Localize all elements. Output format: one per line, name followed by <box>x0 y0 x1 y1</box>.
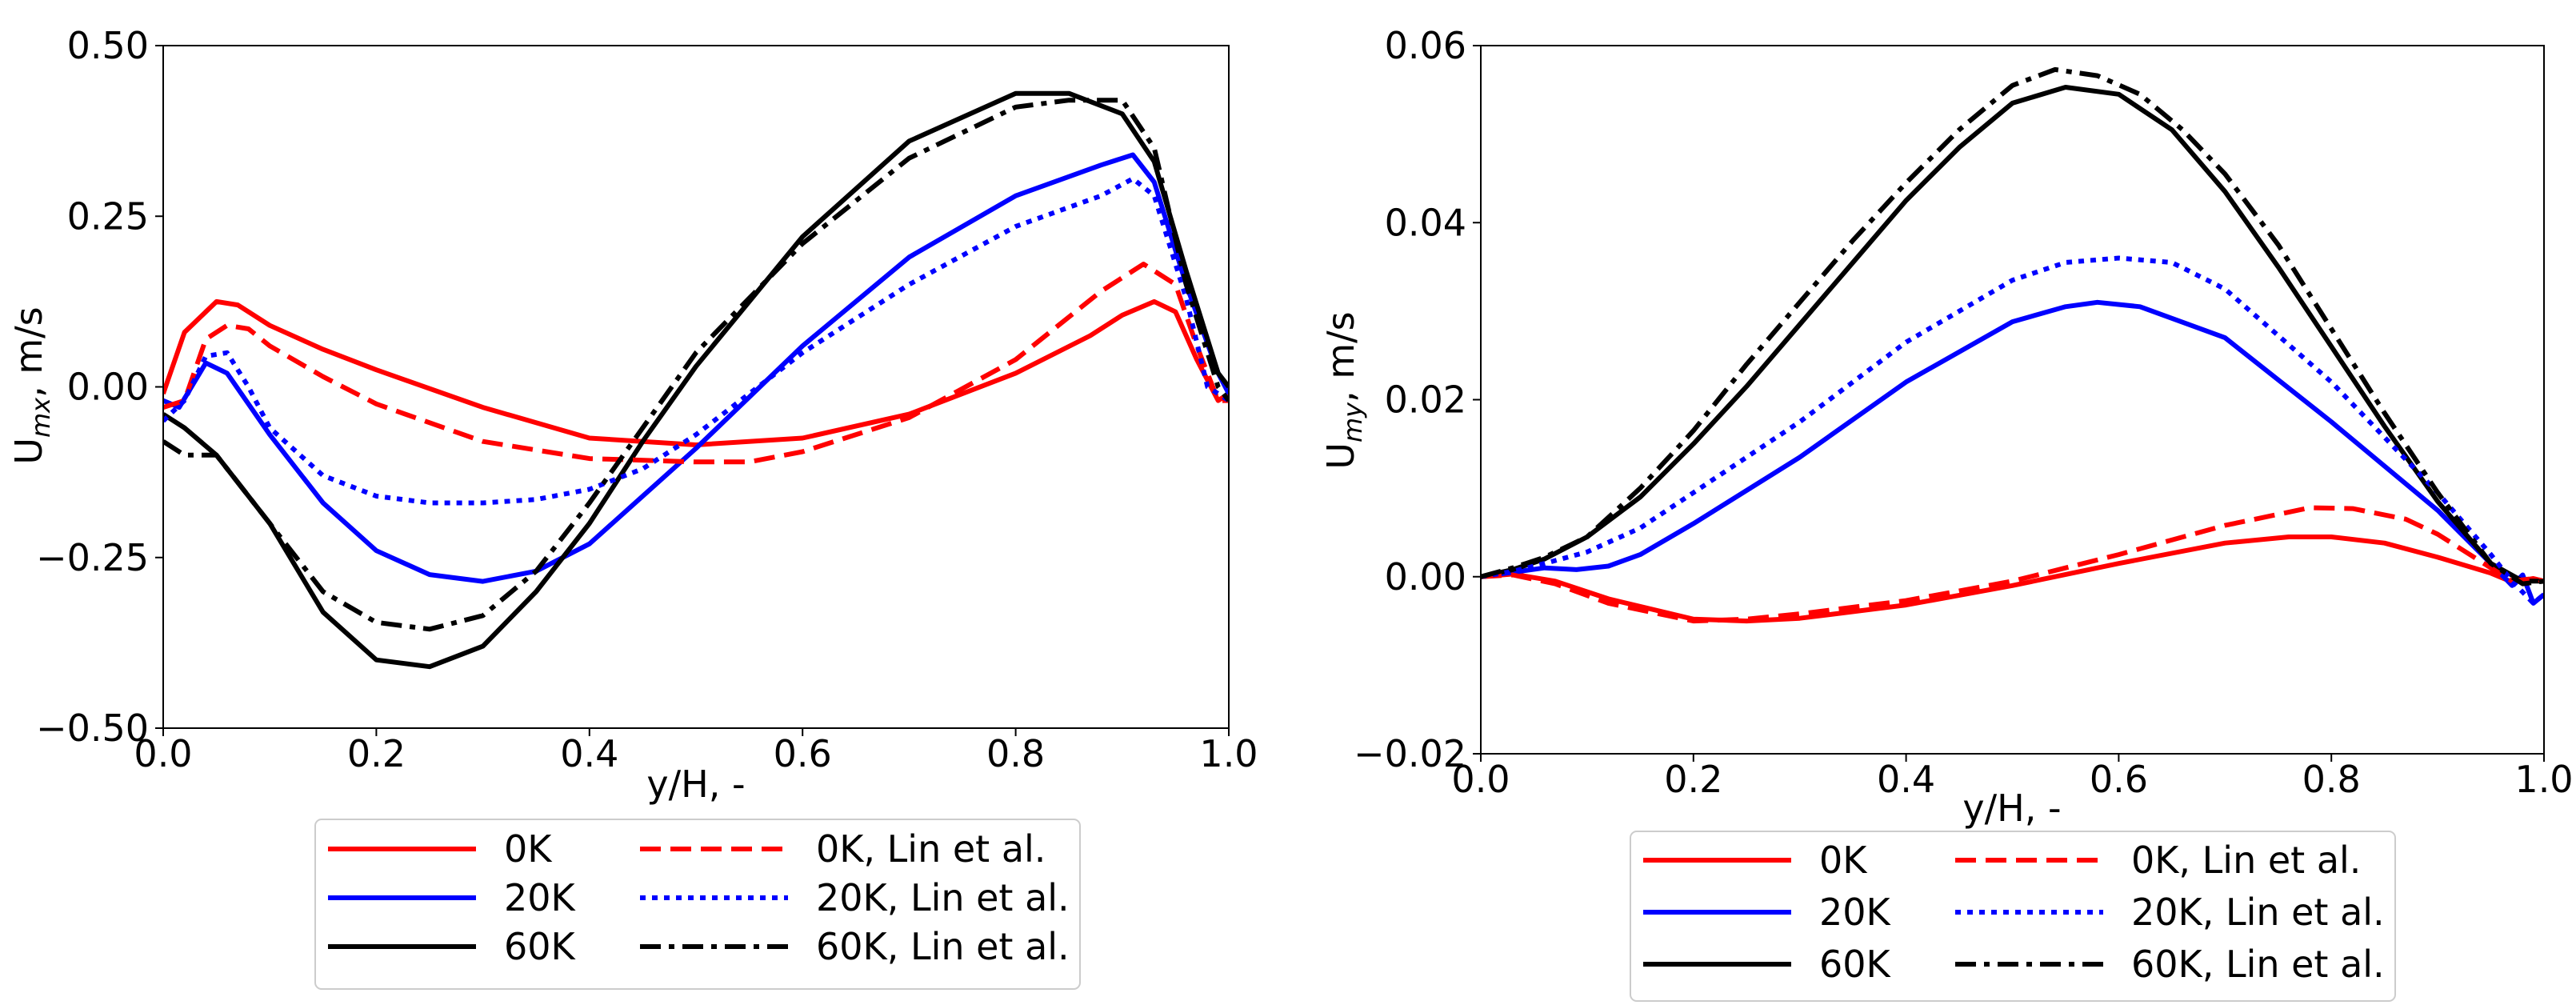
legend-label-0: 0K <box>1819 839 1868 882</box>
legend-label-4: 20K, Lin et al. <box>2131 891 2385 934</box>
x-tick-label: 0.2 <box>347 732 406 775</box>
series-group <box>1481 66 2544 624</box>
y-axis-label: Umx, m/s <box>7 306 56 464</box>
legend-label-1: 20K <box>504 876 577 919</box>
y-axis-label-tail: , m/s <box>1319 311 1362 402</box>
legend-box <box>1630 831 2396 1002</box>
x-tick-label: 0.0 <box>134 732 192 775</box>
y-axis-label-sub: my <box>1338 402 1368 442</box>
series-line-3 <box>163 262 1229 465</box>
x-tick-label: 1.0 <box>2514 758 2573 801</box>
x-tick-label: 0.4 <box>560 732 618 775</box>
x-tick-label: 0.6 <box>2090 758 2148 801</box>
x-tick-label: 0.4 <box>1877 758 1935 801</box>
y-axis-label-main: U <box>7 438 50 465</box>
series-line-0 <box>163 298 1229 447</box>
legend-label-5: 60K, Lin et al. <box>2131 943 2385 986</box>
legend-label-2: 60K <box>1819 943 1892 986</box>
y-axis-label-tail: , m/s <box>7 306 50 398</box>
x-tick-label: 1.0 <box>1199 732 1258 775</box>
y-tick-label: 0.04 <box>1385 201 1466 244</box>
legend-label-1: 20K <box>1819 891 1892 934</box>
y-tick-label: 0.25 <box>67 194 149 238</box>
series-line-2 <box>163 90 1229 670</box>
y-axis-label-main: U <box>1319 442 1362 470</box>
series-line-5 <box>1481 66 2544 587</box>
x-tick-label: 0.8 <box>986 732 1045 775</box>
y-tick-label: 0.00 <box>67 366 149 409</box>
x-tick-label: 0.8 <box>2302 758 2361 801</box>
plot-frame <box>1480 45 2545 755</box>
series-line-1 <box>1481 299 2544 606</box>
legend-label-3: 0K, Lin et al. <box>2131 839 2361 882</box>
x-axis-label: y/H, - <box>1962 787 2061 830</box>
series-line-4 <box>163 176 1229 506</box>
legend-label-3: 0K, Lin et al. <box>816 827 1046 871</box>
x-tick-label: 0.2 <box>1664 758 1722 801</box>
y-axis-label: Umy, m/s <box>1319 311 1368 469</box>
chart-right-umy: 0.0 0.2 0.4 0.6 0.8 1.0 −0.02 0.00 0.02 0.04 0.06 y… <box>1319 24 2574 1002</box>
y-tick-label: −0.02 <box>1354 732 1466 775</box>
legend-label-5: 60K, Lin et al. <box>816 925 1070 968</box>
series-line-2 <box>1481 85 2544 584</box>
series-line-0 <box>1481 535 2544 624</box>
series-line-1 <box>163 152 1229 584</box>
series-line-3 <box>1481 505 2544 624</box>
legend: 0K 20K 60K 0K, Lin et al. 20K, Lin et al. 60K… <box>314 819 1081 990</box>
series-group <box>163 90 1229 670</box>
plot-frame <box>162 45 1230 729</box>
x-tick-label: 0.0 <box>1451 758 1510 801</box>
legend: 0K 20K 60K 0K, Lin et al. 20K, Lin et al. 60K… <box>1630 831 2396 1002</box>
legend-label-2: 60K <box>504 925 577 968</box>
x-axis-label: y/H, - <box>646 763 745 806</box>
series-line-4 <box>1481 255 2544 606</box>
y-tick-label: 0.02 <box>1385 378 1466 422</box>
legend-box <box>314 819 1081 990</box>
legend-label-4: 20K, Lin et al. <box>816 876 1070 919</box>
y-tick-label: 0.00 <box>1385 555 1466 599</box>
y-tick-label: −0.50 <box>36 707 149 750</box>
y-axis-label-sub: mx <box>26 397 56 438</box>
y-tick-label: 0.50 <box>67 24 149 67</box>
chart-left-umx: 0.0 0.2 0.4 0.6 0.8 1.0 −0.50 −0.25 0.00 0.25 0.50… <box>7 24 1258 990</box>
y-tick-label: −0.25 <box>36 536 149 579</box>
legend-label-0: 0K <box>504 827 553 871</box>
y-tick-label: 0.06 <box>1385 24 1466 67</box>
x-tick-label: 0.6 <box>774 732 832 775</box>
series-line-5 <box>163 98 1229 632</box>
